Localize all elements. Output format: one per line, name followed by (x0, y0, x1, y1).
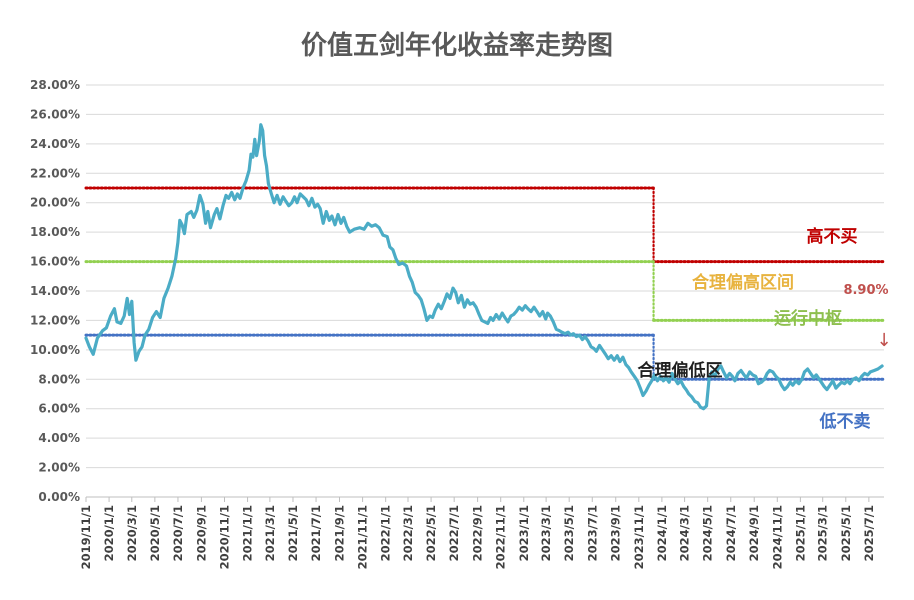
x-tick-label: 2024/11/1 (770, 505, 784, 569)
annotation-lower-mid-range: 合理偏低区 (638, 360, 723, 381)
y-tick-label: 4.00% (38, 431, 80, 445)
y-tick-label: 6.00% (38, 402, 80, 416)
annotation-current-value: 8.90% (843, 283, 888, 298)
x-tick-label: 2022/1/1 (379, 505, 393, 561)
y-tick-label: 16.00% (30, 255, 80, 269)
y-tick-label: 8.00% (38, 372, 80, 386)
y-tick-label: 10.00% (30, 343, 80, 357)
series-layer (84, 123, 884, 411)
x-tick-label: 2023/7/1 (585, 505, 599, 561)
x-tick-label: 2022/7/1 (447, 505, 461, 561)
x-tick-label: 2025/5/1 (839, 505, 853, 561)
x-tick-label: 2022/11/1 (494, 505, 508, 569)
annotation-operating-center: 运行中枢 (774, 308, 842, 329)
y-tick-label: 28.00% (30, 78, 80, 92)
x-tick-label: 2025/7/1 (862, 505, 876, 561)
x-tick-label: 2024/3/1 (678, 505, 692, 561)
chart-title: 价值五剑年化收益率走势图 (301, 30, 613, 61)
x-tick-label: 2021/7/1 (309, 505, 323, 561)
x-tick-label: 2022/3/1 (401, 505, 415, 561)
x-tick-label: 2021/11/1 (356, 505, 370, 569)
y-tick-label: 22.00% (30, 166, 80, 180)
x-tick-label: 2024/5/1 (701, 505, 715, 561)
x-tick-label: 2023/1/1 (517, 505, 531, 561)
x-tick-label: 2023/5/1 (562, 505, 576, 561)
y-tick-label: 20.00% (30, 196, 80, 210)
y-tick-label: 14.00% (30, 284, 80, 298)
annotations: 高不买 合理偏高区间 运行中枢 合理偏低区 低不卖 8.90% ↓ (638, 226, 892, 432)
x-tick-label: 2024/1/1 (655, 505, 669, 561)
y-tick-label: 24.00% (30, 137, 80, 151)
x-tick-label: 2020/7/1 (171, 505, 185, 561)
x-tick-label: 2024/9/1 (747, 505, 761, 561)
y-tick-label: 0.00% (38, 490, 80, 504)
x-axis-tick-labels: 2019/11/1 2020/1/1 2020/3/1 2020/5/1 2020/7/… (79, 496, 884, 569)
y-tick-label: 26.00% (30, 107, 80, 121)
reference-lines (84, 186, 886, 381)
x-tick-label: 2020/3/1 (125, 505, 139, 561)
y-axis-tick-labels: 0.00% 2.00% 4.00% 6.00% 8.00% 10.00% 12.00% 14.… (30, 78, 80, 504)
x-tick-label: 2022/9/1 (471, 505, 485, 561)
x-tick-label: 2020/1/1 (102, 505, 116, 561)
x-tick-label: 2021/9/1 (333, 505, 347, 561)
x-tick-label: 2020/5/1 (148, 505, 162, 561)
x-tick-label: 2020/9/1 (194, 505, 208, 561)
x-tick-label: 2025/1/1 (793, 505, 807, 561)
x-tick-label: 2023/3/1 (539, 505, 553, 561)
x-tick-label: 2022/5/1 (424, 505, 438, 561)
annotation-high-no-buy: 高不买 (807, 226, 858, 247)
y-tick-label: 12.00% (30, 313, 80, 327)
y-tick-label: 2.00% (38, 461, 80, 475)
x-tick-label: 2019/11/1 (79, 505, 93, 569)
x-tick-label: 2025/3/1 (816, 505, 830, 561)
x-tick-label: 2023/11/1 (632, 505, 646, 569)
x-tick-label: 2020/11/1 (217, 505, 231, 569)
x-tick-label: 2021/3/1 (263, 505, 277, 561)
x-tick-label: 2024/7/1 (724, 505, 738, 561)
x-tick-label: 2023/9/1 (609, 505, 623, 561)
annotation-down-arrow: ↓ (876, 330, 891, 351)
y-tick-label: 18.00% (30, 225, 80, 239)
annotation-low-no-sell: 低不卖 (819, 411, 871, 432)
annotation-upper-mid-range: 合理偏高区间 (692, 272, 794, 293)
x-tick-label: 2021/5/1 (286, 505, 300, 561)
x-tick-label: 2021/1/1 (241, 505, 255, 561)
grid-layer (86, 84, 884, 498)
series-line (84, 123, 884, 411)
